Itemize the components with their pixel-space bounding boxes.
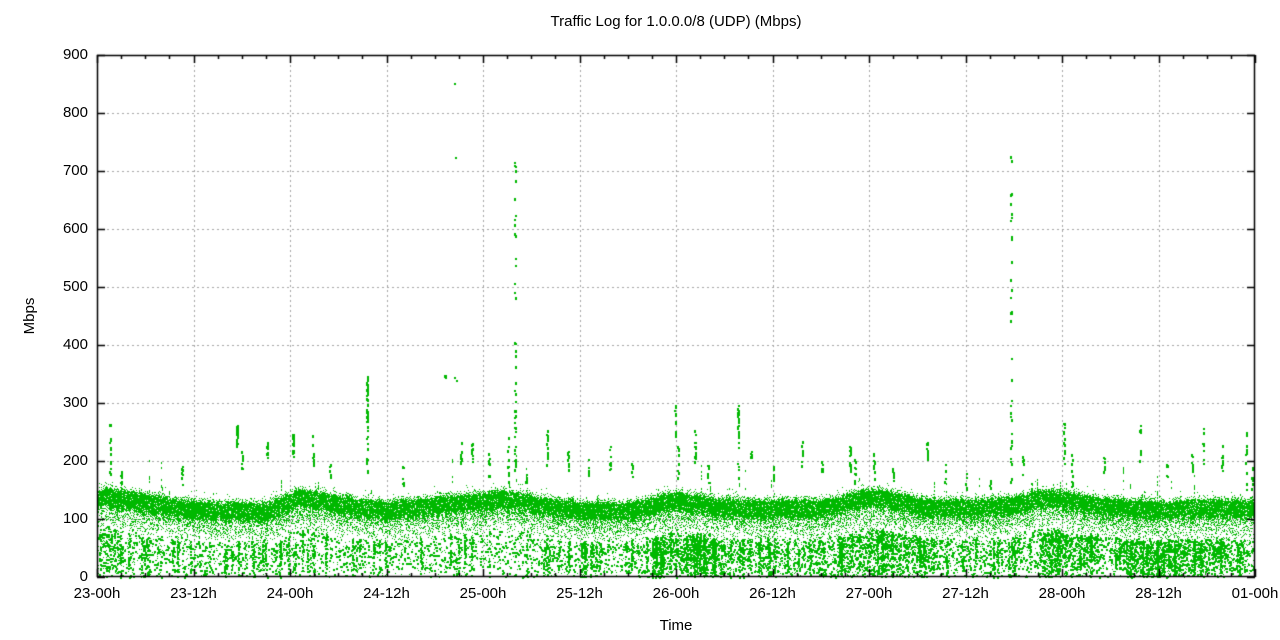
y-tick-label: 700: [62, 162, 88, 179]
x-tick-label: 25-00h: [459, 585, 507, 602]
x-tick-label: 26-00h: [652, 585, 700, 602]
y-tick-label: 100: [62, 510, 88, 527]
y-tick-label: 0: [79, 568, 88, 585]
x-tick-label: 25-12h: [556, 585, 603, 602]
x-axis-label: Time: [659, 617, 693, 634]
x-tick-label: 27-12h: [942, 585, 989, 602]
x-tick-label: 01-00h: [1231, 585, 1279, 602]
x-tick-label: 26-12h: [749, 585, 796, 602]
y-tick-label: 400: [62, 336, 88, 353]
y-tick-label: 600: [62, 220, 88, 237]
x-tick-label: 24-12h: [363, 585, 410, 602]
x-tick-label: 23-12h: [170, 585, 217, 602]
y-tick-label: 900: [62, 46, 88, 63]
y-tick-label: 200: [62, 452, 88, 469]
chart-title: Traffic Log for 1.0.0.0/8 (UDP) (Mbps): [550, 13, 802, 30]
x-tick-label: 27-00h: [845, 585, 893, 602]
y-tick-label: 300: [62, 394, 88, 411]
x-tick-label: 28-12h: [1135, 585, 1182, 602]
y-tick-label: 800: [62, 104, 88, 121]
x-tick-label: 23-00h: [73, 585, 121, 602]
x-tick-label: 24-00h: [266, 585, 314, 602]
y-tick-label: 500: [62, 278, 88, 295]
x-tick-label: 28-00h: [1038, 585, 1086, 602]
